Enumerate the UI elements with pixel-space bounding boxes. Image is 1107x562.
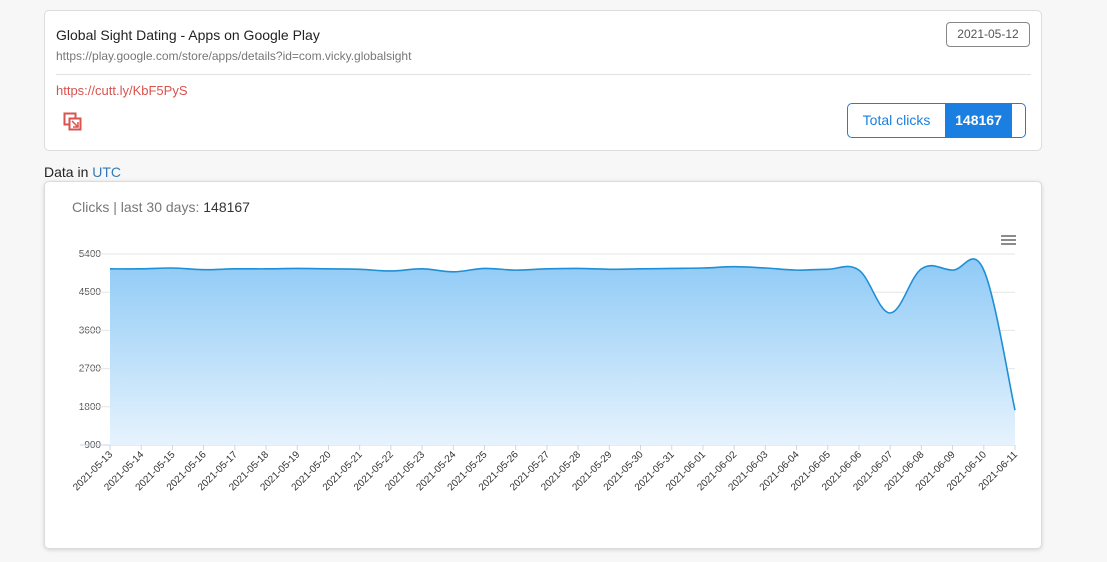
chart-title: Clicks | last 30 days: 148167 <box>72 199 250 215</box>
total-clicks-value: 148167 <box>945 104 1012 137</box>
menu-icon[interactable] <box>1001 235 1016 245</box>
date-badge: 2021-05-12 <box>946 22 1030 47</box>
copy-icon[interactable] <box>63 112 83 132</box>
total-clicks-button[interactable]: Total clicks 148167 <box>847 103 1026 138</box>
area-fill <box>110 258 1015 445</box>
chart-title-text: Clicks | last 30 days: <box>72 199 199 215</box>
line <box>109 258 1016 411</box>
timezone-label: Data in <box>44 164 89 180</box>
timezone-link[interactable]: UTC <box>92 164 122 180</box>
short-link[interactable]: https://cutt.ly/KbF5PyS <box>56 83 188 98</box>
total-clicks-label: Total clicks <box>862 112 931 128</box>
app-url[interactable]: https://play.google.com/store/apps/detai… <box>56 49 412 63</box>
app-title: Global Sight Dating - Apps on Google Pla… <box>56 27 320 43</box>
timezone-note: Data in UTC <box>44 164 121 180</box>
link-card: Global Sight Dating - Apps on Google Pla… <box>44 10 1042 151</box>
chart-total: 148167 <box>203 199 250 215</box>
divider <box>56 74 1031 75</box>
